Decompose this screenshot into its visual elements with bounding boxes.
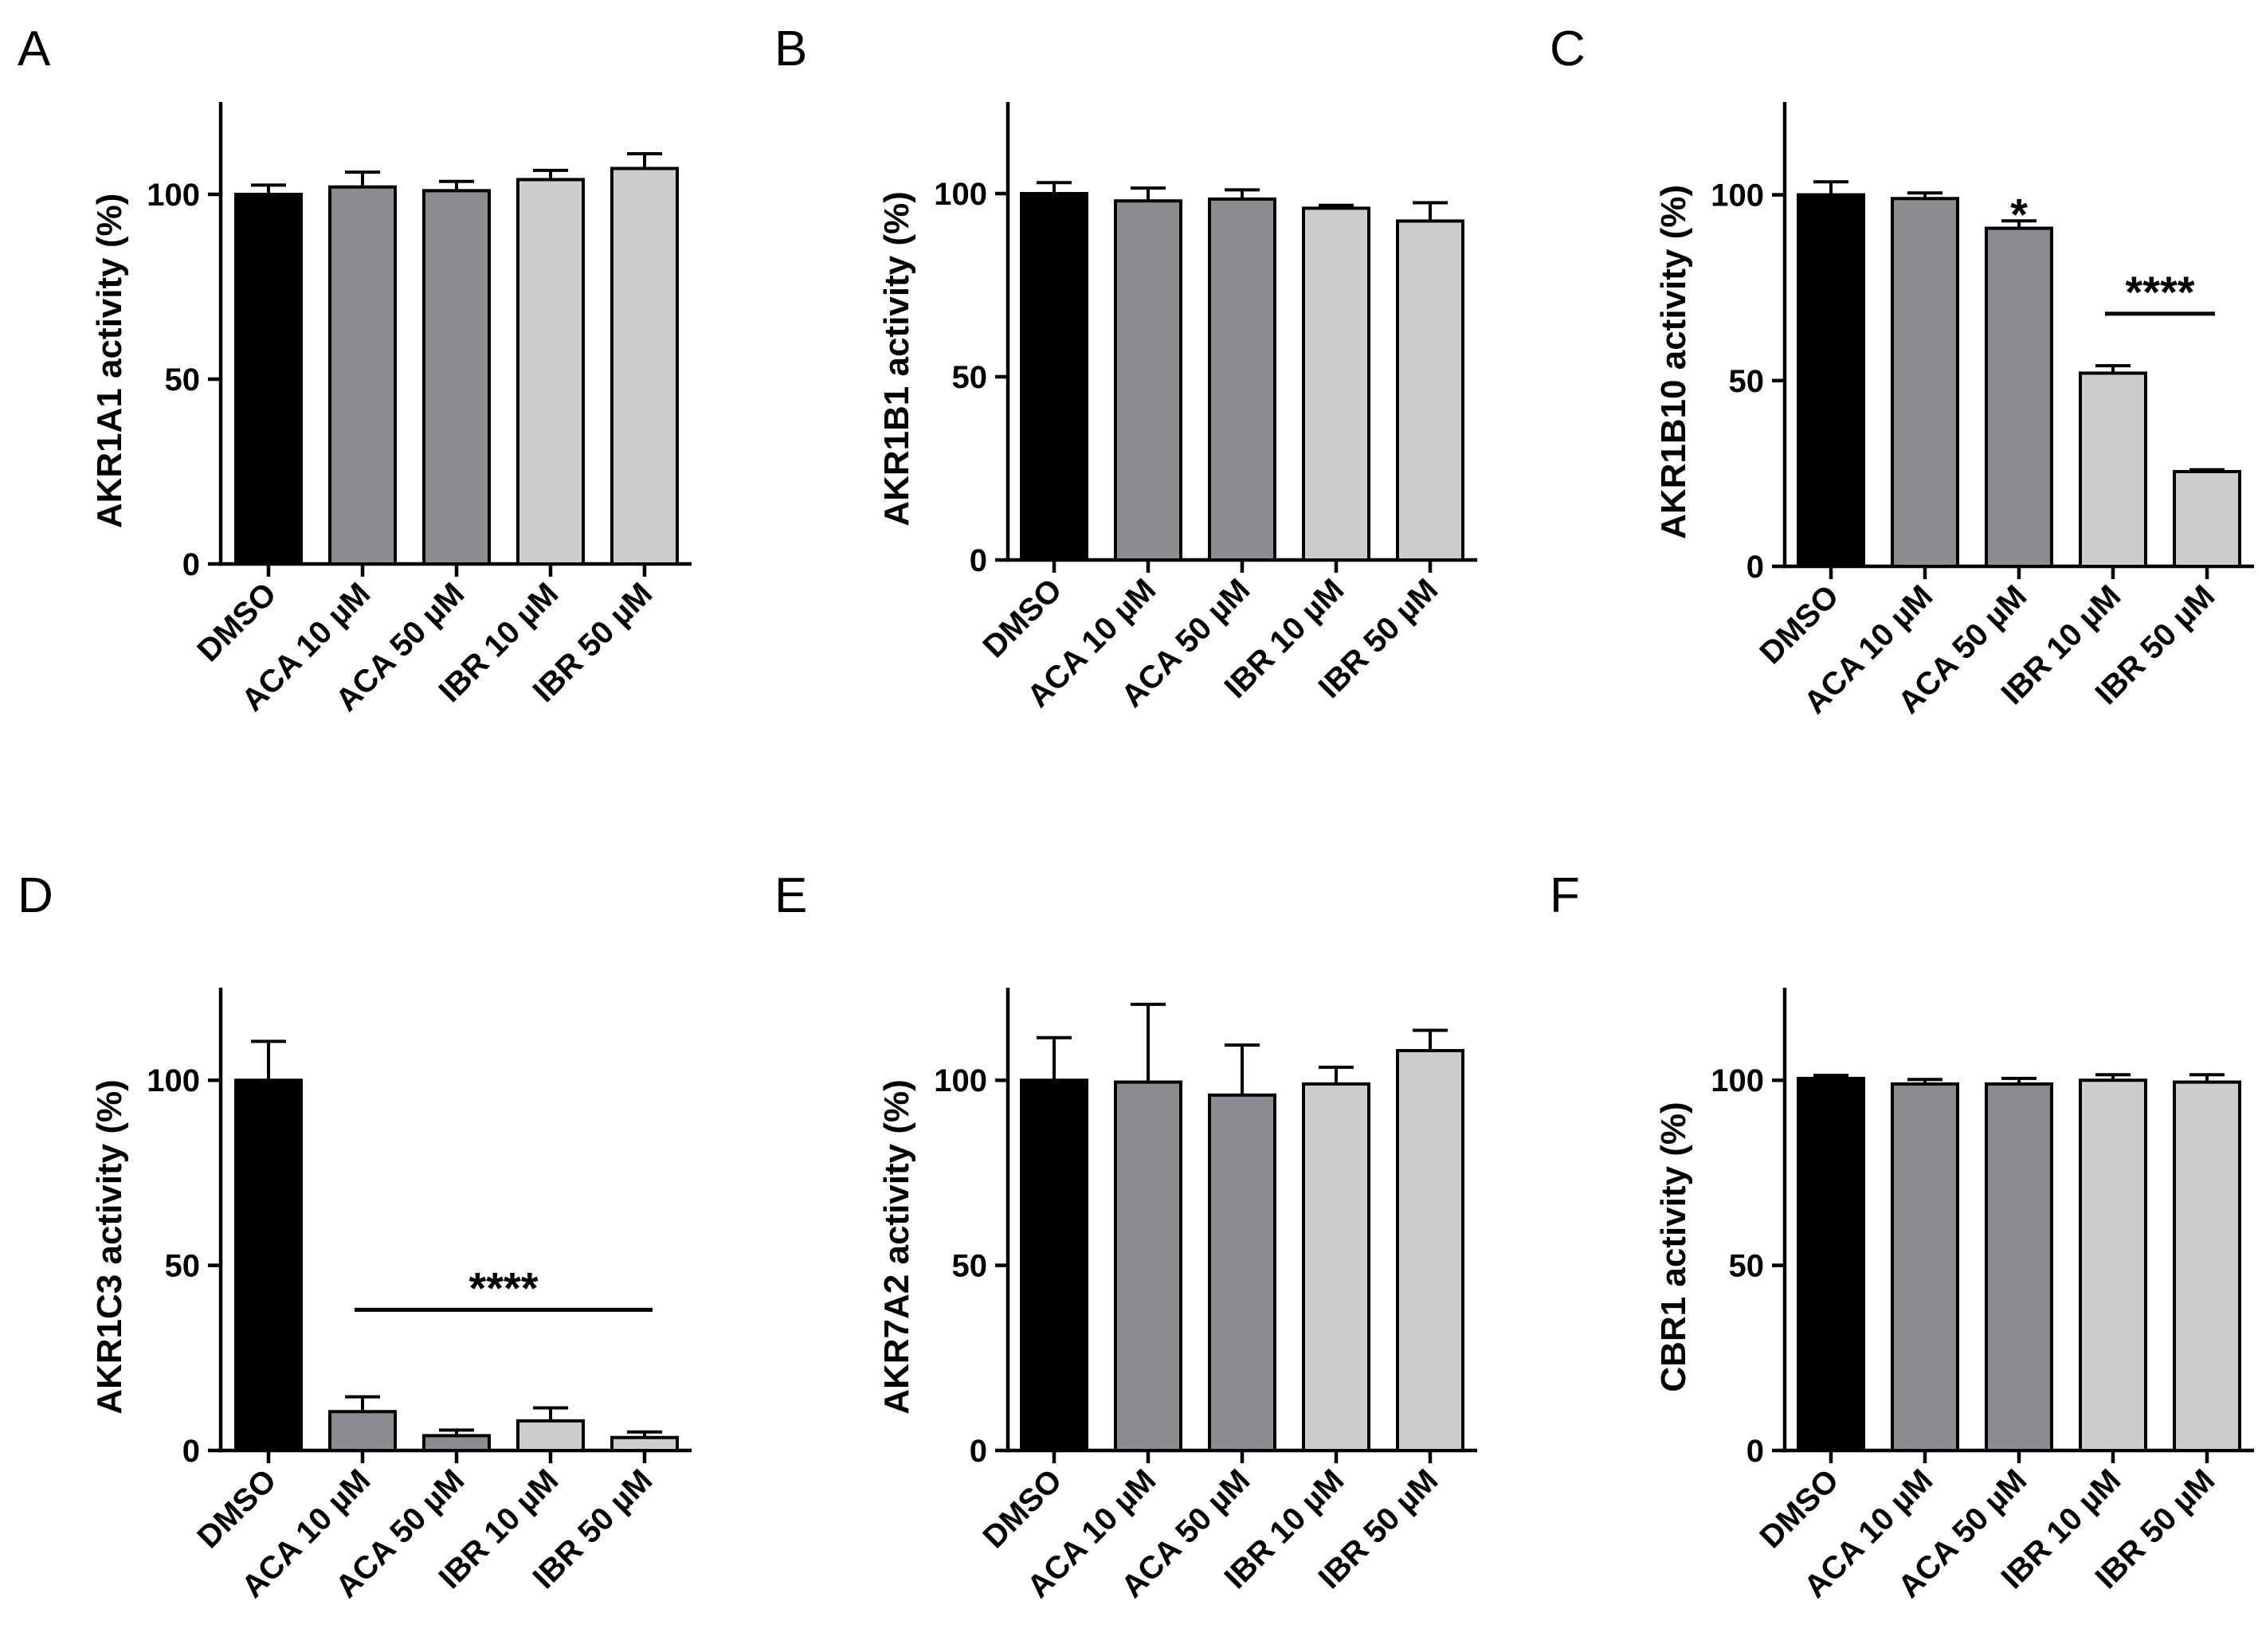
bar-2 — [1114, 199, 1182, 562]
bar-5 — [610, 166, 679, 566]
y-tick-label: 100 — [147, 178, 200, 213]
panel-letter: D — [18, 868, 53, 923]
bar-5 — [610, 1435, 679, 1453]
bar-4 — [1302, 1082, 1370, 1453]
bar-2 — [328, 185, 397, 566]
bar-1 — [1797, 193, 1865, 568]
significance-label: * — [2010, 190, 2028, 240]
bar-3 — [1985, 226, 2053, 568]
bar-1 — [234, 193, 303, 566]
y-tick-label: 0 — [970, 1434, 987, 1469]
bar-4 — [516, 178, 585, 566]
x-tick-label: DMSO — [976, 572, 1068, 664]
y-axis-title: CBR1 activity (%) — [1654, 1102, 1693, 1392]
y-tick-label: 100 — [934, 177, 987, 212]
bar-2 — [1891, 1082, 1959, 1453]
bar-5 — [2173, 470, 2241, 568]
y-tick-label: 50 — [1729, 364, 1765, 399]
x-tick-label: DMSO — [1753, 1462, 1845, 1555]
panel-letter: B — [774, 22, 807, 76]
x-tick-label: DMSO — [190, 576, 283, 668]
y-tick-label: 0 — [1746, 1434, 1764, 1469]
y-tick-label: 0 — [970, 543, 987, 578]
y-tick-label: 50 — [165, 1249, 201, 1284]
bar-5 — [1396, 1049, 1464, 1452]
bar-3 — [1985, 1082, 2053, 1453]
panel-letter: C — [1550, 22, 1586, 76]
bar-5 — [2173, 1080, 2241, 1453]
y-tick-label: 100 — [934, 1063, 987, 1098]
y-tick-label: 100 — [1711, 178, 1764, 213]
panel-letter: A — [18, 22, 51, 76]
x-tick-label: DMSO — [190, 1462, 283, 1555]
bar-3 — [1208, 1093, 1276, 1452]
bar-4 — [516, 1419, 585, 1453]
bar-5 — [1396, 219, 1464, 562]
y-tick-label: 100 — [1711, 1063, 1764, 1098]
bar-4 — [2079, 1078, 2147, 1452]
bar-2 — [328, 1410, 397, 1453]
y-tick-label: 0 — [182, 547, 200, 582]
y-axis-title: AKR1C3 activity (%) — [90, 1079, 129, 1415]
y-tick-label: 50 — [1729, 1249, 1765, 1284]
bar-1 — [234, 1078, 303, 1452]
bar-3 — [1208, 197, 1276, 562]
y-axis-title: AKR1B10 activity (%) — [1654, 185, 1693, 539]
panel-letter: E — [774, 868, 807, 923]
x-tick-label: DMSO — [976, 1462, 1068, 1555]
y-tick-label: 100 — [147, 1063, 200, 1098]
bar-2 — [1114, 1080, 1182, 1453]
y-tick-label: 50 — [952, 1249, 988, 1284]
significance-label: **** — [468, 1262, 538, 1313]
significance-label: **** — [2125, 267, 2194, 317]
x-tick-label: DMSO — [1753, 578, 1845, 671]
y-tick-label: 50 — [952, 360, 988, 395]
y-axis-title: AKR1A1 activity (%) — [90, 194, 129, 529]
bar-2 — [1891, 197, 1959, 568]
panel-letter: F — [1550, 868, 1580, 923]
y-tick-label: 0 — [1746, 550, 1764, 585]
y-tick-label: 50 — [165, 362, 201, 397]
bar-4 — [2079, 371, 2147, 568]
bar-1 — [1020, 192, 1088, 562]
y-axis-title: AKR1B1 activity (%) — [877, 191, 916, 527]
bar-1 — [1020, 1078, 1088, 1452]
bar-3 — [422, 1434, 491, 1452]
y-tick-label: 0 — [182, 1434, 200, 1469]
y-axis-title: AKR7A2 activity (%) — [877, 1079, 916, 1415]
bar-1 — [1797, 1076, 1865, 1452]
bar-3 — [422, 189, 491, 566]
bar-4 — [1302, 206, 1370, 562]
